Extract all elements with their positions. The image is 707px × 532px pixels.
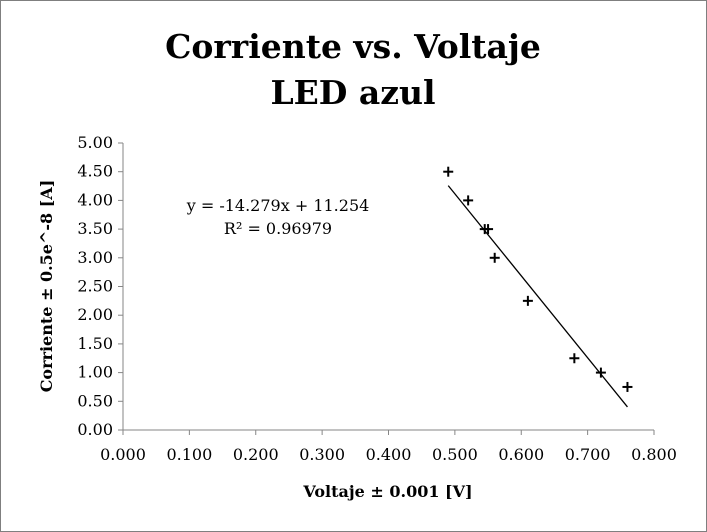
x-tick-label: 0.400 <box>366 445 412 464</box>
data-point <box>489 252 500 263</box>
data-point <box>595 367 606 378</box>
trendline-group <box>447 185 628 408</box>
data-points <box>443 166 633 392</box>
y-tick-label: 0.50 <box>77 391 113 410</box>
trendline <box>447 185 628 408</box>
chart-title-line-1: Corriente vs. Voltaje <box>165 27 541 66</box>
x-tick-label: 0.200 <box>233 445 279 464</box>
y-axis-title: Corriente ± 0.5e^-8 [A] <box>37 180 56 393</box>
x-tick-label: 0.000 <box>100 445 146 464</box>
x-tick-label: 0.100 <box>166 445 212 464</box>
y-tick-label: 2.00 <box>77 305 113 324</box>
data-point <box>522 295 533 306</box>
x-axis-title: Voltaje ± 0.001 [V] <box>302 482 472 501</box>
x-tick-label: 0.300 <box>299 445 345 464</box>
data-point <box>443 166 454 177</box>
data-point <box>483 224 494 235</box>
x-tick-label: 0.800 <box>631 445 677 464</box>
x-tick-label: 0.600 <box>498 445 544 464</box>
tick-labels: 0.00 0.50 1.00 1.50 2.00 2.50 3.00 3.50 4.00 4.50… <box>77 133 677 464</box>
y-tick-label: 2.50 <box>77 277 113 296</box>
data-point <box>622 381 633 392</box>
x-tick-label: 0.500 <box>432 445 478 464</box>
data-point <box>463 195 474 206</box>
y-tick-label: 3.50 <box>77 219 113 238</box>
y-tick-label: 1.00 <box>77 363 113 382</box>
y-tick-label: 0.00 <box>77 420 113 439</box>
y-tick-label: 3.00 <box>77 248 113 267</box>
x-tick-label: 0.700 <box>565 445 611 464</box>
y-tick-label: 5.00 <box>77 133 113 152</box>
trendline-equation: y = -14.279x + 11.254 <box>186 196 370 215</box>
y-tick-label: 4.50 <box>77 162 113 181</box>
trendline-r-squared: R² = 0.96979 <box>224 219 332 238</box>
data-point <box>569 353 580 364</box>
y-tick-label: 1.50 <box>77 334 113 353</box>
y-tick-label: 4.00 <box>77 190 113 209</box>
chart-title-line-2: LED azul <box>270 73 435 112</box>
axes <box>118 142 655 435</box>
